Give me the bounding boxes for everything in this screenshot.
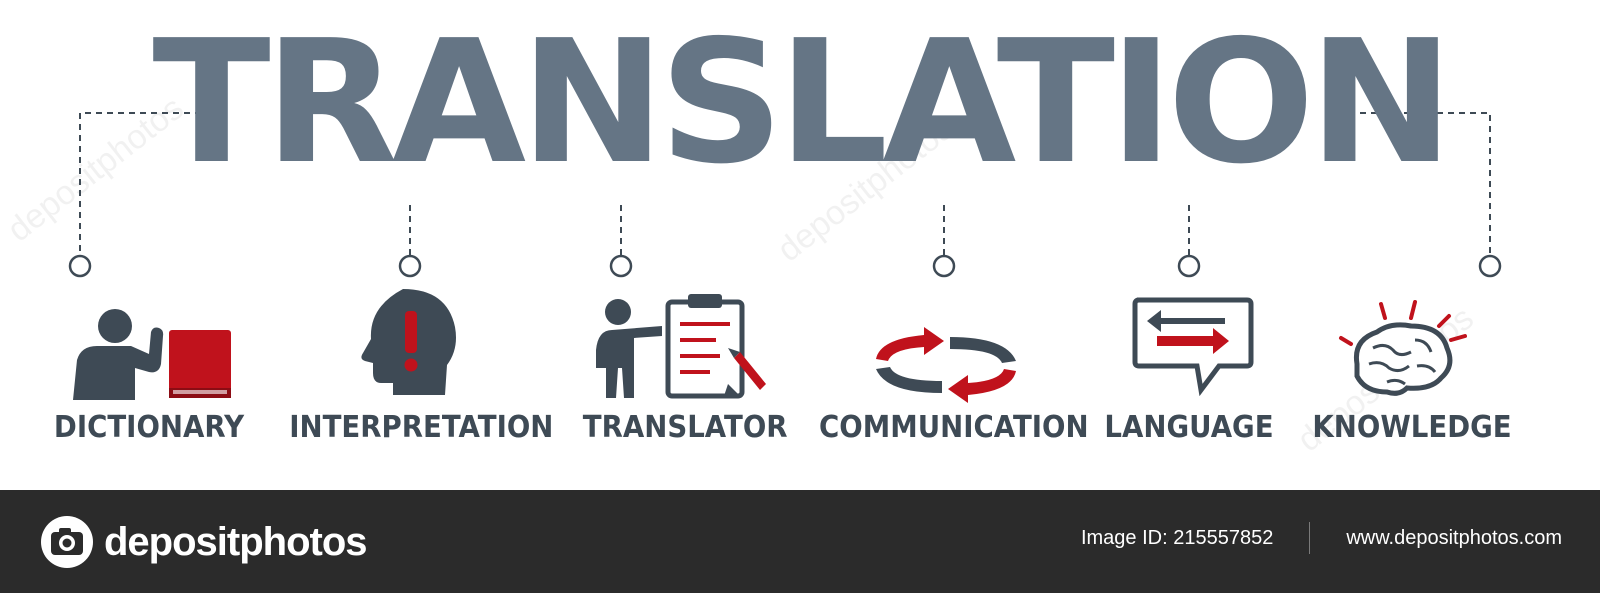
label-language: LANGUAGE (1104, 410, 1274, 445)
site-url[interactable]: www.depositphotos.com (1346, 526, 1562, 549)
person-clipboard-icon (596, 294, 766, 399)
label-translator: TRANSLATOR (582, 410, 788, 445)
label-interpretation: INTERPRETATION (289, 410, 554, 445)
brand-name: depositphotos (104, 519, 368, 564)
image-id: Image ID: 215557852 (1080, 526, 1274, 549)
speech-bubble-arrows-icon (1132, 297, 1254, 396)
label-dictionary: DICTIONARY (53, 410, 245, 445)
head-exclamation-icon (361, 289, 456, 395)
banner: depositphotos depositphotos depositphoto… (0, 4, 1512, 460)
label-communication: COMMUNICATION (819, 410, 1089, 445)
brand-logo[interactable]: depositphotos (40, 515, 368, 569)
person-with-book-icon (73, 309, 231, 400)
page-title: TRANSLATION (152, 4, 1453, 202)
brain-icon (1339, 300, 1467, 396)
divider (1309, 522, 1311, 554)
label-knowledge: KNOWLEDGE (1312, 410, 1512, 445)
image-meta: Image ID: 215557852 www.depositphotos.co… (1081, 520, 1562, 556)
exchange-arrows-icon (876, 327, 1016, 403)
footer-bar: depositphotos Image ID: 215557852 www.de… (0, 490, 1600, 593)
connector-lines (68, 112, 1502, 278)
camera-logo-icon (41, 516, 93, 568)
